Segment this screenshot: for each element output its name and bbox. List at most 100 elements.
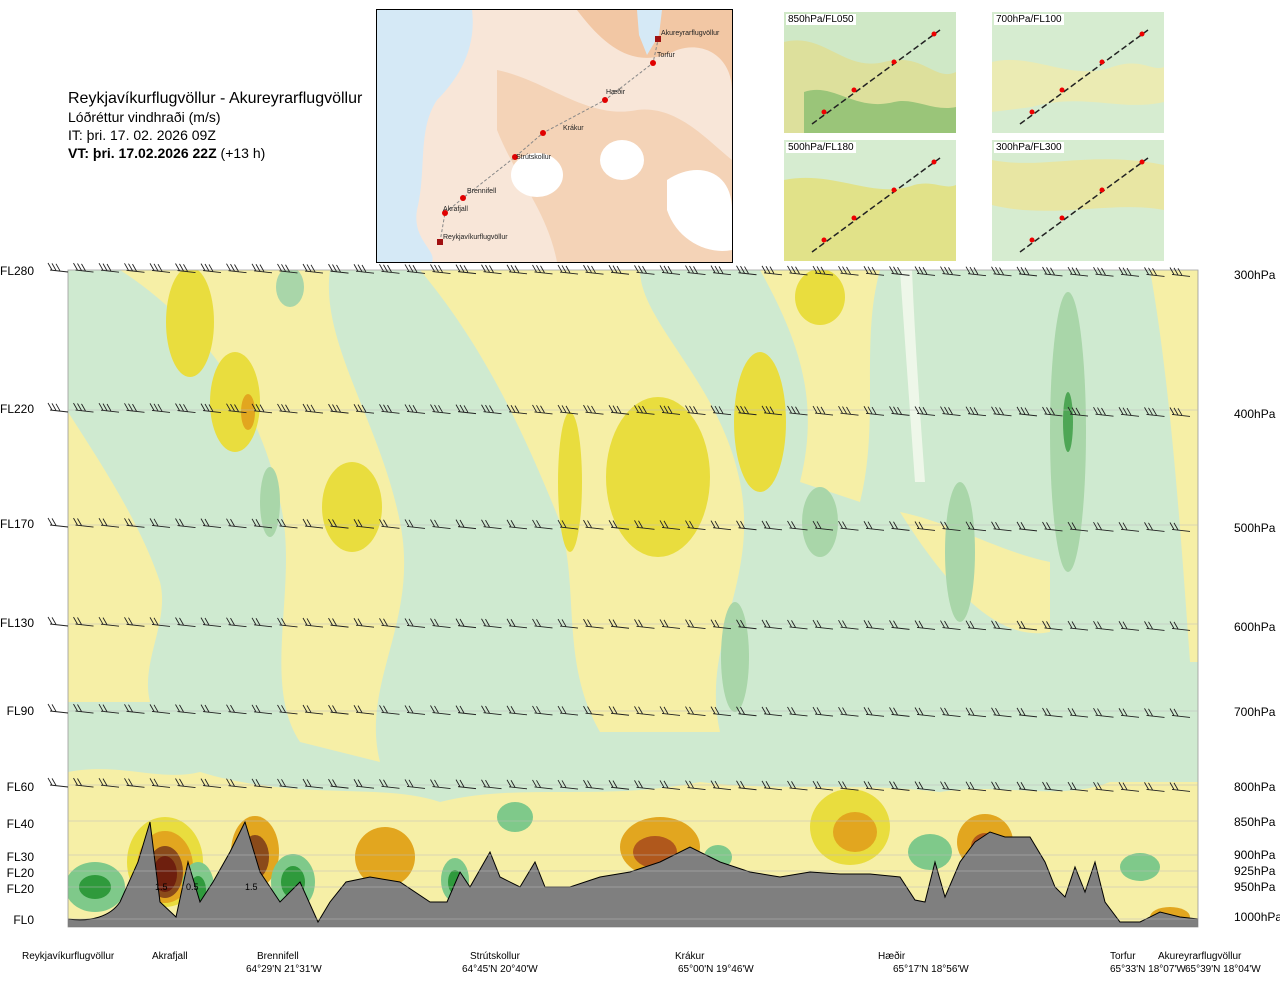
valid-time: VT: þri. 17.02.2026 22Z (68, 145, 217, 161)
station-coord: 64°45'N 20°40'W (462, 964, 538, 975)
wind-barb (608, 520, 630, 530)
wind-barb (532, 404, 553, 415)
hpa-label: 600hPa (1234, 620, 1276, 634)
wind-barb (353, 519, 375, 529)
fl-label: FL280 (0, 264, 35, 278)
fl-label: FL220 (0, 402, 35, 416)
contour-labels: 1.5 0.5 1.5 (155, 882, 258, 892)
wind-barb (838, 405, 859, 416)
wind-barb (353, 404, 375, 414)
station-name: Hæðir (878, 951, 906, 962)
wind-barb (914, 521, 936, 531)
wind-barb (149, 263, 171, 273)
wind-barb (685, 405, 706, 415)
wind-barb (200, 778, 222, 789)
wind-barb (736, 405, 757, 416)
mini-map-300: 300hPa/FL300 (992, 140, 1164, 261)
wind-barb (685, 780, 706, 790)
wind-barb (73, 402, 94, 413)
fl-label: FL170 (0, 517, 35, 531)
wind-barb (812, 405, 834, 416)
wind-barb (736, 520, 757, 531)
hpa-label: 925hPa (1234, 864, 1276, 878)
wind-barb (1067, 781, 1089, 792)
route-title: Reykjavíkurflugvöllur - Akureyrarflugvöl… (68, 90, 363, 107)
station-name: Krákur (675, 951, 705, 962)
wind-barb (328, 518, 349, 529)
wind-barb (506, 779, 528, 790)
wind-barb (200, 263, 222, 274)
parameter-title: Lóðréttur vindhraði (m/s) (68, 109, 221, 125)
wind-barb (175, 778, 196, 788)
wind-barb (481, 705, 502, 716)
wind-barb (532, 705, 553, 716)
wind-barb (557, 705, 579, 716)
wind-barb (404, 264, 426, 274)
wind-barb (940, 707, 961, 718)
wind-barb (353, 264, 375, 274)
route-markers (437, 36, 661, 245)
wind-barb (1093, 521, 1114, 532)
wind-barb (608, 265, 630, 275)
map-label-akrafjall: Akrafjall (443, 206, 468, 213)
wind-barb (47, 703, 69, 714)
wind-barb (73, 616, 94, 627)
wind-barb (430, 618, 451, 628)
wind-barb (226, 704, 247, 715)
wind-barb (1093, 620, 1114, 631)
title-block: Reykjavíkurflugvöllur - Akureyrarflugvöl… (68, 90, 362, 162)
contour-label: 1.5 (155, 882, 168, 892)
wind-barb (608, 706, 630, 716)
wind-barb (583, 618, 604, 629)
issue-time: IT: þri. 17. 02. 2026 09Z (68, 127, 216, 143)
wind-barb (353, 705, 375, 715)
wind-barb (277, 263, 298, 274)
wind-barb (1067, 406, 1089, 417)
wind-barb (226, 617, 247, 628)
wind-barb (710, 780, 732, 791)
wind-barb (532, 779, 553, 790)
contour-label: 0.5 (186, 882, 199, 892)
map-label-brennifell: Brennifell (467, 188, 497, 195)
mini-map-850: 850hPa/FL050 (784, 12, 956, 133)
wind-barb (481, 404, 502, 415)
wind-barb (98, 402, 120, 413)
wind-barb (481, 618, 502, 629)
wind-barb (302, 704, 324, 715)
wind-barb (47, 262, 69, 273)
wind-barb (1169, 708, 1191, 718)
station-name: Akrafjall (152, 951, 188, 962)
wind-barb (379, 404, 400, 414)
station-coord: 65°17'N 18°56'W (893, 964, 969, 975)
wind-barb (812, 520, 834, 531)
fl-label: FL130 (0, 616, 35, 630)
wind-barb (98, 777, 120, 788)
map-label-reykjavik: Reykjavíkurflugvöllur (443, 234, 508, 241)
wind-barb (328, 263, 349, 274)
wind-barb (761, 706, 783, 717)
wind-barb (506, 519, 528, 530)
station-name: Reykjavíkurflugvöllur (22, 951, 115, 962)
wind-barb (1144, 621, 1165, 631)
wind-barb (634, 265, 655, 275)
wind-barb (328, 704, 349, 715)
wind-barb (889, 521, 910, 531)
wind-barb (787, 265, 808, 276)
wind-barb (991, 781, 1012, 792)
wind-barb (98, 616, 120, 627)
fl-label: FL20 (6, 882, 34, 896)
wind-barb (532, 264, 553, 275)
wind-barb (1118, 267, 1140, 277)
wind-barb (124, 518, 145, 528)
mini-map-500: 500hPa/FL180 (784, 140, 956, 261)
wind-barb (710, 265, 732, 276)
wind-barb (226, 518, 247, 529)
wind-barb (175, 403, 196, 413)
wind-barb (379, 519, 400, 529)
wind-barb (583, 404, 604, 415)
wind-barb (838, 706, 859, 717)
wind-barb (455, 618, 477, 629)
wind-barb (1042, 781, 1063, 792)
wind-barb (991, 406, 1012, 417)
wind-barb (404, 705, 426, 715)
